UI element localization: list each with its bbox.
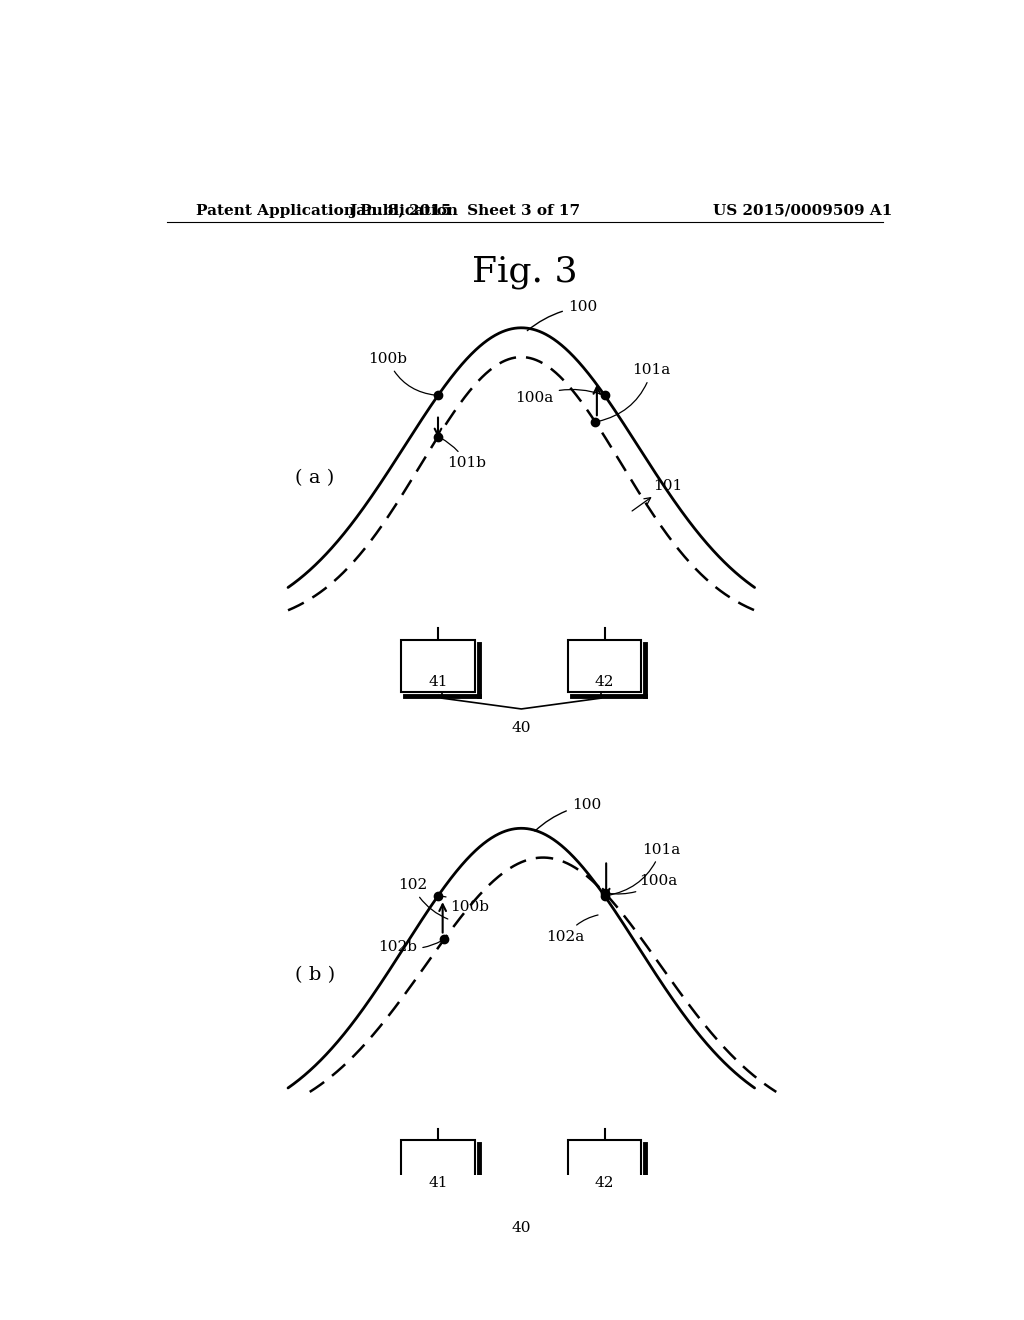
Bar: [401, 640, 475, 692]
Bar: [401, 1140, 475, 1192]
Text: 40: 40: [512, 721, 531, 734]
Text: 101a: 101a: [607, 842, 680, 895]
Text: 102a: 102a: [547, 915, 598, 944]
Text: 101: 101: [632, 479, 682, 511]
Text: 41: 41: [428, 1176, 447, 1189]
Text: Jan. 8, 2015   Sheet 3 of 17: Jan. 8, 2015 Sheet 3 of 17: [349, 203, 581, 218]
Text: 102b: 102b: [378, 940, 441, 954]
Text: US 2015/0009509 A1: US 2015/0009509 A1: [713, 203, 892, 218]
Text: 100b: 100b: [440, 896, 488, 915]
Text: 42: 42: [595, 675, 614, 689]
Text: 100a: 100a: [607, 874, 678, 894]
Text: ( b ): ( b ): [295, 966, 335, 983]
Text: 41: 41: [428, 675, 447, 689]
Text: 101b: 101b: [440, 438, 486, 470]
Bar: [568, 1140, 641, 1192]
Text: 100a: 100a: [515, 389, 602, 404]
Bar: [568, 640, 641, 692]
Text: Patent Application Publication: Patent Application Publication: [197, 203, 458, 218]
Text: ( a ): ( a ): [295, 469, 334, 487]
Text: 42: 42: [595, 1176, 614, 1189]
Text: 100b: 100b: [369, 352, 435, 395]
Text: 100: 100: [527, 300, 597, 330]
Text: 40: 40: [512, 1221, 531, 1236]
Text: 100: 100: [535, 799, 601, 832]
Text: Fig. 3: Fig. 3: [472, 255, 578, 289]
Text: 102: 102: [397, 878, 447, 919]
Text: 101a: 101a: [598, 363, 671, 421]
